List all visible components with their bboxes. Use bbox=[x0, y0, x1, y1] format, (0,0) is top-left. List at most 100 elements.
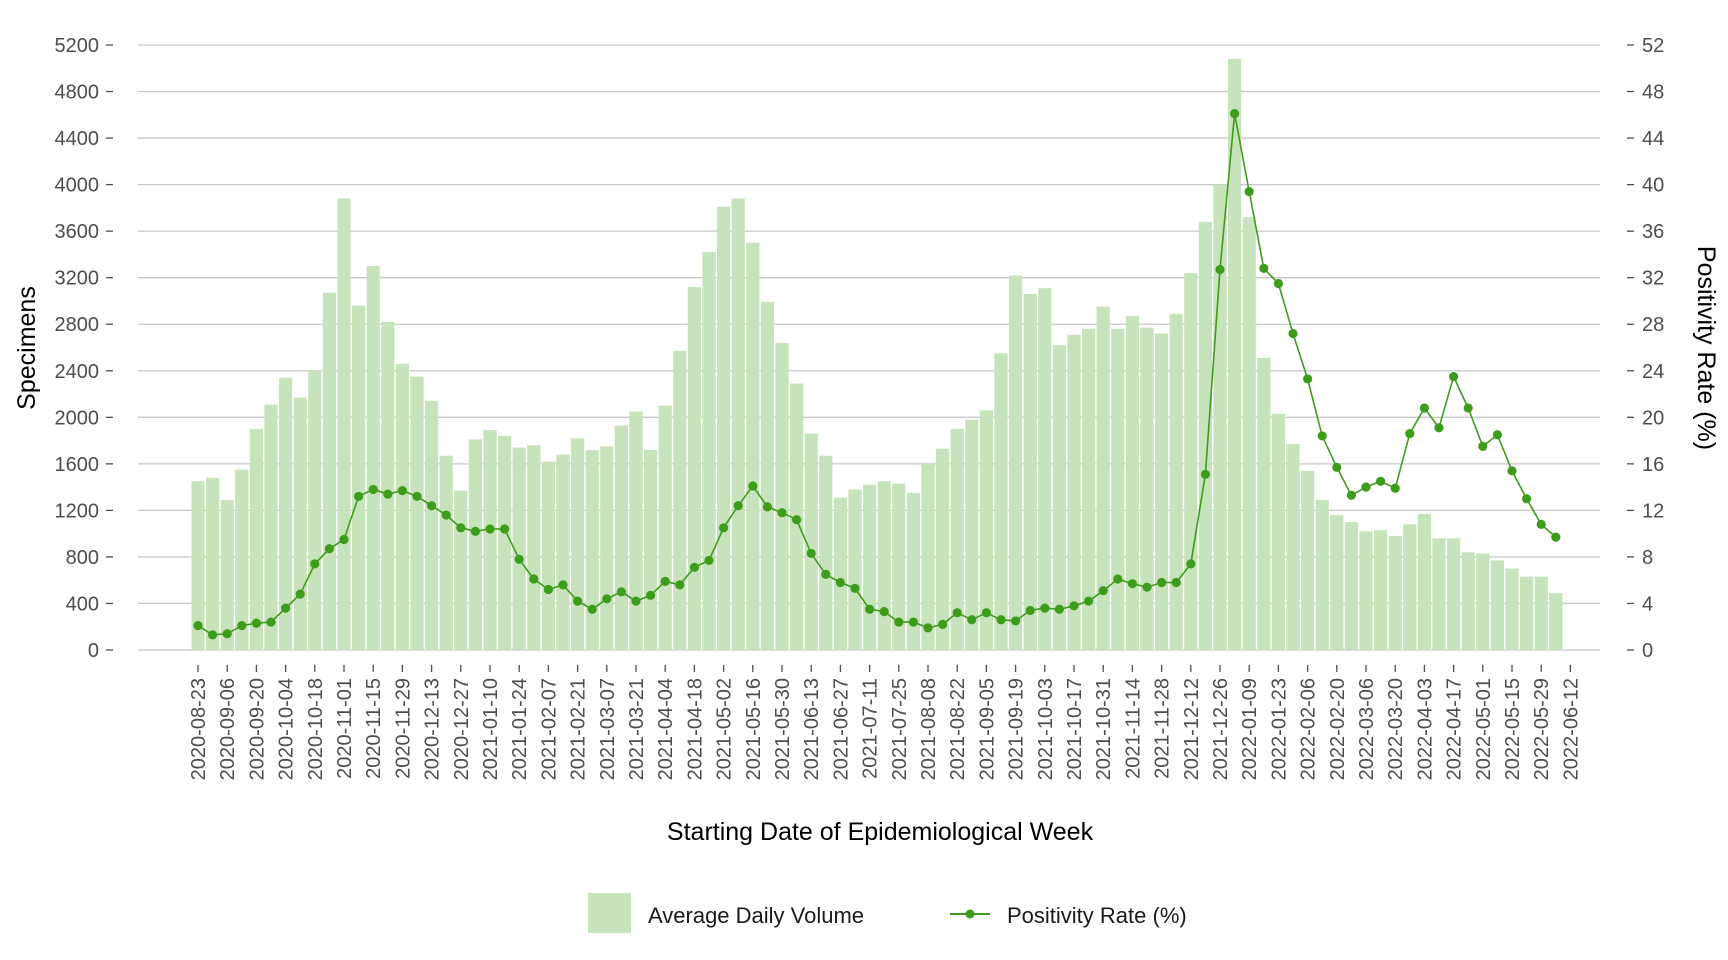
bar bbox=[191, 481, 205, 650]
positivity-point bbox=[354, 491, 364, 502]
x-tick-label: 2022-03-06 bbox=[1356, 678, 1378, 780]
bar bbox=[1432, 538, 1446, 650]
y2-tick-label: 12 bbox=[1642, 500, 1664, 522]
positivity-point bbox=[529, 574, 539, 584]
y-tick-label: 4000 bbox=[55, 175, 100, 197]
bar bbox=[206, 477, 220, 650]
x-axis-ticks: 2020-08-23 2020-09-06 2020-09-20 2020-10-04… bbox=[188, 665, 1582, 780]
positivity-point bbox=[1215, 264, 1225, 275]
positivity-point bbox=[1390, 483, 1400, 493]
positivity-point bbox=[1288, 328, 1298, 339]
positivity-point bbox=[792, 515, 802, 525]
positivity-point bbox=[1332, 462, 1342, 472]
bar bbox=[979, 410, 993, 650]
y2-tick-label: 20 bbox=[1642, 407, 1664, 429]
bar bbox=[541, 461, 555, 650]
x-tick-label: 2021-09-19 bbox=[1006, 678, 1028, 780]
positivity-point bbox=[470, 526, 480, 536]
positivity-point bbox=[251, 618, 261, 628]
bar bbox=[965, 419, 979, 650]
x-tick-label: 2021-05-02 bbox=[714, 678, 736, 780]
y2-axis-title: Positivity Rate (%) bbox=[1692, 246, 1720, 450]
bar bbox=[1257, 357, 1271, 650]
positivity-point bbox=[646, 590, 656, 600]
x-tick-label: 2021-12-26 bbox=[1210, 678, 1232, 780]
bar bbox=[1549, 592, 1563, 650]
bar bbox=[833, 497, 847, 650]
bar bbox=[614, 425, 628, 650]
positivity-point bbox=[1244, 186, 1254, 197]
bar bbox=[1476, 553, 1490, 650]
positivity-point bbox=[865, 604, 875, 614]
x-tick-label: 2021-01-10 bbox=[480, 678, 502, 780]
bar bbox=[673, 350, 687, 650]
bar bbox=[1461, 552, 1475, 650]
positivity-point bbox=[222, 629, 232, 639]
x-tick-label: 2021-11-28 bbox=[1152, 678, 1174, 779]
positivity-point bbox=[1127, 579, 1137, 589]
bar bbox=[322, 292, 336, 650]
positivity-point bbox=[543, 584, 554, 595]
positivity-point bbox=[748, 481, 758, 491]
x-tick-label: 2020-09-06 bbox=[217, 678, 239, 780]
bar bbox=[468, 439, 482, 650]
bar bbox=[395, 363, 409, 650]
positivity-point bbox=[1303, 374, 1313, 384]
left-axis-ticks: 0 400 800 1200 1600 2000 2400 2800 3200 3600 4000 4… bbox=[55, 35, 113, 662]
bar bbox=[498, 435, 512, 650]
bar bbox=[906, 492, 920, 650]
positivity-point bbox=[383, 489, 393, 499]
x-tick-label: 2021-02-21 bbox=[568, 678, 590, 780]
positivity-point bbox=[456, 523, 466, 533]
positivity-point bbox=[1273, 278, 1283, 289]
y2-tick-label: 4 bbox=[1642, 593, 1653, 615]
x-tick-label: 2022-02-20 bbox=[1327, 678, 1349, 780]
bar bbox=[585, 449, 599, 650]
bar bbox=[264, 404, 278, 650]
bar bbox=[1198, 221, 1212, 650]
y-tick-label: 3600 bbox=[55, 221, 100, 243]
bar bbox=[1082, 328, 1096, 650]
positivity-point bbox=[1405, 428, 1415, 439]
bar bbox=[863, 484, 877, 650]
positivity-point bbox=[996, 615, 1006, 625]
legend-bar-swatch bbox=[588, 893, 631, 933]
positivity-point bbox=[573, 596, 583, 606]
y2-tick-label: 32 bbox=[1642, 268, 1664, 290]
positivity-point bbox=[281, 603, 291, 613]
positivity-point bbox=[675, 580, 685, 590]
x-tick-label: 2021-03-21 bbox=[626, 678, 648, 780]
positivity-point bbox=[1230, 109, 1240, 119]
bar bbox=[1140, 327, 1154, 650]
x-tick-label: 2020-08-23 bbox=[188, 678, 210, 780]
y-tick-label: 800 bbox=[66, 547, 99, 569]
positivity-point bbox=[1186, 559, 1196, 569]
positivity-point bbox=[1478, 441, 1488, 451]
bar bbox=[731, 198, 745, 651]
y-tick-label: 0 bbox=[88, 640, 99, 662]
bar bbox=[1417, 513, 1431, 650]
positivity-point bbox=[1084, 596, 1094, 606]
x-tick-label: 2022-01-09 bbox=[1239, 678, 1261, 780]
bar bbox=[249, 428, 263, 650]
positivity-point bbox=[1142, 582, 1152, 592]
bar bbox=[877, 481, 891, 650]
bar bbox=[556, 454, 570, 650]
positivity-point bbox=[631, 596, 641, 606]
bar bbox=[1096, 306, 1110, 650]
y-tick-label: 1200 bbox=[55, 500, 100, 522]
bar bbox=[644, 449, 658, 650]
positivity-point bbox=[1434, 423, 1444, 433]
y2-tick-label: 36 bbox=[1642, 221, 1664, 243]
y-tick-label: 2000 bbox=[55, 407, 100, 429]
bar bbox=[1067, 334, 1081, 650]
positivity-point bbox=[1507, 466, 1517, 476]
bar bbox=[439, 455, 453, 650]
positivity-point bbox=[616, 587, 627, 597]
positivity-point bbox=[558, 580, 568, 590]
y2-tick-label: 28 bbox=[1642, 314, 1664, 336]
bar bbox=[950, 428, 964, 650]
positivity-point bbox=[908, 617, 919, 627]
